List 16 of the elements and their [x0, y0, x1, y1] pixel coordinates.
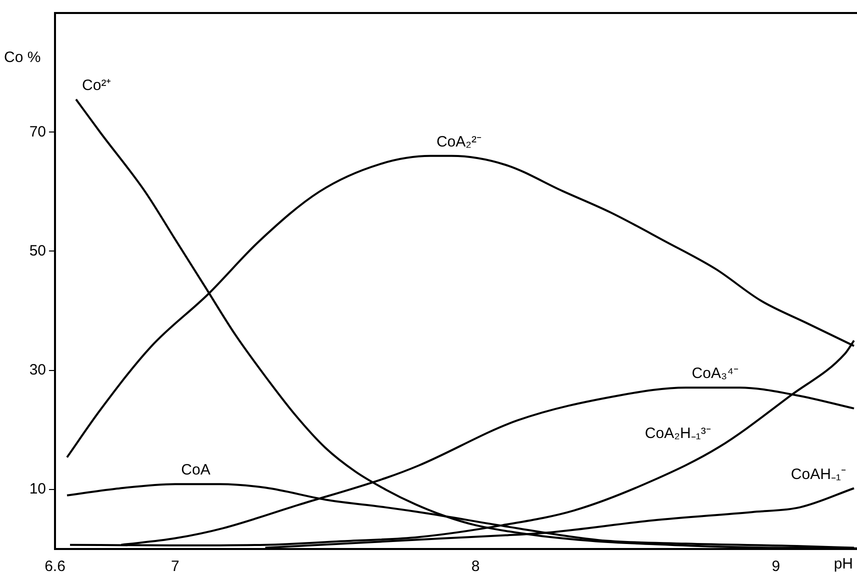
x-tick-label: 8 [471, 558, 480, 573]
series-label: Co²⁺ [82, 76, 112, 94]
x-axis-title: pH [834, 556, 853, 573]
x-tick-label: 6.6 [44, 558, 66, 573]
y-axis-title: Co % [4, 49, 41, 66]
series-label: CoA [181, 462, 210, 479]
y-tick-label: 70 [29, 123, 46, 140]
y-tick-label: 30 [29, 361, 46, 378]
x-tick-label: 7 [170, 558, 180, 573]
series-label: CoAH₋₁⁻ [790, 466, 846, 483]
y-tick-label: 50 [29, 242, 46, 260]
series-label: CoA₃⁴⁻ [692, 365, 739, 382]
x-tick-label: 9 [772, 558, 780, 573]
series-label: CoA₂²⁻ [436, 134, 482, 151]
series-label: CoA₂H₋₁³⁻ [644, 424, 711, 442]
y-tick-label: 10 [29, 480, 46, 498]
